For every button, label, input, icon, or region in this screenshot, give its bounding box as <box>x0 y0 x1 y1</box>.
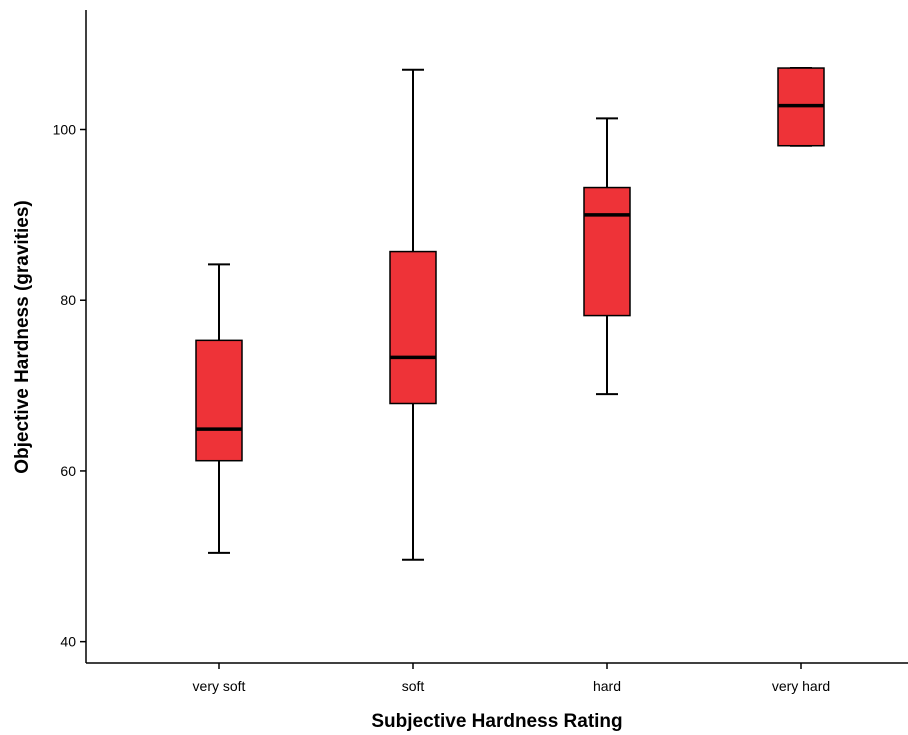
box-very-soft <box>195 263 243 554</box>
box-hard <box>583 117 631 396</box>
iqr-box <box>389 250 437 405</box>
y-tick-label: 100 <box>53 122 77 138</box>
y-tick-label: 40 <box>60 634 76 650</box>
y-tick-label: 80 <box>60 292 76 308</box>
box-soft <box>389 68 437 561</box>
x-axis-title: Subjective Hardness Rating <box>371 711 622 732</box>
iqr-box <box>583 186 631 317</box>
x-axis-ticks: very soft soft hard very hard <box>193 663 830 694</box>
y-axis-title: Objective Hardness (gravities) <box>12 200 33 474</box>
box-very-hard <box>777 67 825 147</box>
y-axis-ticks: 40 60 80 100 <box>53 122 86 650</box>
box-series <box>195 67 825 561</box>
iqr-box <box>195 339 243 462</box>
x-tick-label: soft <box>402 678 425 694</box>
plot-frame <box>85 10 908 664</box>
x-tick-label: hard <box>593 678 621 694</box>
x-tick-label: very soft <box>193 678 246 694</box>
y-tick-label: 60 <box>60 463 76 479</box>
x-tick-label: very hard <box>772 678 830 694</box>
